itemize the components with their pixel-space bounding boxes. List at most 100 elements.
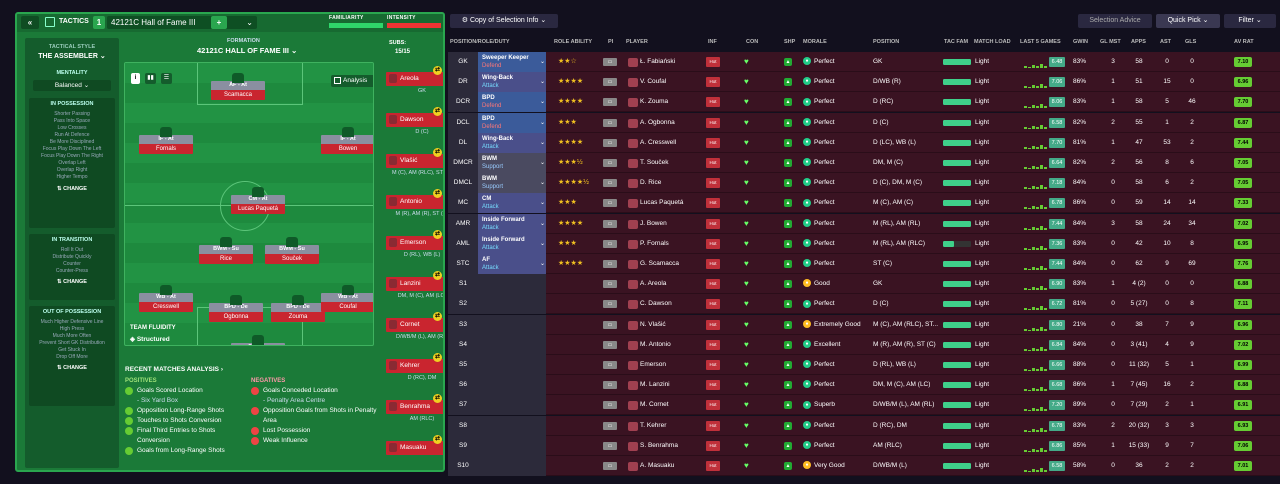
table-row[interactable]: S4 ▭ M. Antonio Hot ♥ ▲ ● Excellent M (R), AM (R… <box>448 334 1280 355</box>
player-name[interactable]: Lucas Paquetá <box>640 199 684 207</box>
player-name[interactable]: S. Benrahma <box>640 441 678 449</box>
player-name[interactable]: K. Zouma <box>640 98 669 106</box>
col-con[interactable]: CON <box>746 39 759 45</box>
stats-icon[interactable]: ▮▮ <box>145 73 156 84</box>
col-shp[interactable]: SHP <box>784 39 796 45</box>
table-row[interactable]: DCR BPD Defend ⌄ ★★★★ ▭ K. Zouma Hot ♥ ▲ ● Perfect D… <box>448 92 1280 113</box>
pi-icon[interactable]: ▭ <box>603 401 617 410</box>
swap-arrow-icon[interactable]: ⇄ <box>433 230 442 239</box>
role-duty[interactable]: CM Attack <box>478 193 546 214</box>
player-card[interactable]: CM - At Lucas Paquetá <box>231 187 285 217</box>
player-name[interactable]: P. Fornals <box>640 239 669 247</box>
position-slot[interactable]: DMCL <box>448 173 478 194</box>
player-name[interactable]: T. Souček <box>640 159 669 166</box>
position-slot[interactable]: DMCR <box>448 153 478 173</box>
table-row[interactable]: S10 ▭ A. Masuaku Hot ♥ ▲ ● Very Good D/WB/M (L) L… <box>448 456 1280 476</box>
role-duty[interactable] <box>478 334 546 355</box>
position-slot[interactable]: DCL <box>448 112 478 133</box>
swap-arrow-icon[interactable]: ⇄ <box>433 312 442 321</box>
table-row[interactable]: S3 ▭ N. Vlašić Hot ♥ ▲ ● Extremely Good M (C), A… <box>448 314 1280 335</box>
swap-arrow-icon[interactable]: ⇄ <box>433 435 442 444</box>
sub-player[interactable]: Emerson⌄ <box>386 236 443 250</box>
sub-player[interactable]: Vlašić⌄ <box>386 154 443 168</box>
col-role-ability[interactable]: ROLE ABILITY <box>554 39 592 45</box>
table-row[interactable]: AML Inside Forward Attack ⌄ ★★★ ▭ P. Fornals Ho… <box>448 233 1280 254</box>
player-name[interactable]: M. Cornet <box>640 401 669 409</box>
position-slot[interactable]: DR <box>448 72 478 93</box>
role-duty[interactable] <box>478 355 546 375</box>
position-slot[interactable]: MC <box>448 193 478 214</box>
table-row[interactable]: DMCR BWM Support ⌄ ★★★½ ▭ T. Souček Hot ♥ ▲ ● Perfe… <box>448 153 1280 173</box>
role-duty[interactable]: Sweeper Keeper Defend <box>478 52 546 72</box>
col-match-load[interactable]: MATCH LOAD <box>974 39 1011 45</box>
pi-icon[interactable]: ▭ <box>603 179 617 188</box>
player-name[interactable]: J. Bowen <box>640 219 667 227</box>
role-duty[interactable] <box>478 456 546 476</box>
col-gwin[interactable]: GWIN <box>1073 39 1088 45</box>
role-duty[interactable]: Inside Forward Attack <box>478 213 546 234</box>
position-slot[interactable]: S5 <box>448 355 478 375</box>
role-duty[interactable]: Wing-Back Attack <box>478 72 546 93</box>
chevron-down-icon[interactable]: ⌄ <box>540 220 546 227</box>
swap-arrow-icon[interactable]: ⇄ <box>433 189 442 198</box>
player-name[interactable]: C. Dawson <box>640 300 672 308</box>
pi-icon[interactable]: ▭ <box>603 219 617 228</box>
chevron-down-icon[interactable]: ⌄ <box>540 59 546 65</box>
role-duty[interactable] <box>478 375 546 396</box>
position-slot[interactable]: DCR <box>448 92 478 113</box>
formation-name[interactable]: 42121C HALL OF FAME III ⌄ <box>197 46 298 55</box>
col-gls[interactable]: GLS <box>1185 39 1197 45</box>
position-slot[interactable]: S7 <box>448 395 478 416</box>
info-icon[interactable]: i <box>131 73 140 84</box>
swap-arrow-icon[interactable]: ⇄ <box>433 66 442 75</box>
table-row[interactable]: S2 ▭ C. Dawson Hot ♥ ▲ ● Perfect D (C) Light 6.72 8… <box>448 294 1280 315</box>
role-duty[interactable]: Inside Forward Attack <box>478 233 546 254</box>
role-duty[interactable]: BWM Support <box>478 173 546 194</box>
pi-icon[interactable]: ▭ <box>603 320 617 329</box>
table-row[interactable]: S5 ▭ Emerson Hot ♥ ▲ ● Perfect D (RL), WB (L) Lig… <box>448 355 1280 375</box>
table-row[interactable]: GK Sweeper Keeper Defend ⌄ ★★☆ ▭ Ł. Fabiański H… <box>448 52 1280 72</box>
table-row[interactable]: STC AF Attack ⌄ ★★★★ ▭ G. Scamacca Hot ♥ ▲ ● Perfec… <box>448 254 1280 274</box>
sub-player[interactable]: Benrahma⌄ <box>386 400 443 414</box>
pi-icon[interactable]: ▭ <box>603 159 617 167</box>
pi-icon[interactable]: ▭ <box>603 340 617 349</box>
col-gl-mst[interactable]: GL MST <box>1100 39 1121 45</box>
sub-player[interactable]: Cornet⌄ <box>386 318 443 332</box>
col-tac-fam[interactable]: TAC FAM <box>944 39 969 45</box>
player-name[interactable]: Ł. Fabiański <box>640 58 676 65</box>
swap-arrow-icon[interactable]: ⇄ <box>433 394 442 403</box>
player-card[interactable]: AF - At Scamacca <box>211 73 265 103</box>
table-row[interactable]: MC CM Attack ⌄ ★★★ ▭ Lucas Paquetá Hot ♥ ▲ ● Perfec… <box>448 193 1280 214</box>
change-out-of-possession-button[interactable]: ⇅ CHANGE <box>57 365 87 371</box>
col-position-role[interactable]: POSITION/ROLE/DUTY <box>450 39 510 45</box>
player-name[interactable]: D. Rice <box>640 179 662 187</box>
pi-icon[interactable]: ▭ <box>603 381 617 390</box>
table-row[interactable]: DL Wing-Back Attack ⌄ ★★★★ ▭ A. Cresswell Hot ♥ ▲… <box>448 132 1280 153</box>
tactic-slot[interactable]: 1 <box>93 16 105 29</box>
pi-icon[interactable]: ▭ <box>603 138 617 147</box>
table-row[interactable]: S7 ▭ M. Cornet Hot ♥ ▲ ● Superb D/WB/M (L), AM (… <box>448 395 1280 416</box>
table-row[interactable]: S1 ▭ A. Areola Hot ♥ ▲ ● Good GK Light 6.90 83% 1 4 (… <box>448 274 1280 295</box>
position-slot[interactable]: S10 <box>448 456 478 476</box>
role-duty[interactable] <box>478 294 546 315</box>
col-morale[interactable]: MORALE <box>803 39 827 45</box>
tactical-style-value[interactable]: THE ASSEMBLER ⌄ <box>38 53 106 60</box>
swap-arrow-icon[interactable]: ⇄ <box>433 271 442 280</box>
chevron-down-icon[interactable]: ⌄ <box>540 139 546 146</box>
sub-player[interactable]: Masuaku⌄ <box>386 441 443 455</box>
quick-pick-button[interactable]: Quick Pick ⌄ <box>1156 14 1220 28</box>
position-slot[interactable]: S6 <box>448 375 478 396</box>
col-ast[interactable]: AST <box>1160 39 1171 45</box>
player-name[interactable]: A. Masuaku <box>640 462 675 469</box>
position-slot[interactable]: S1 <box>448 274 478 295</box>
player-card[interactable]: BWM - Su Rice <box>199 237 253 267</box>
player-card[interactable]: BPD - De Zouma <box>271 295 325 325</box>
mentality-select[interactable]: Balanced ⌄ <box>33 80 111 91</box>
role-duty[interactable] <box>478 415 546 436</box>
role-duty[interactable] <box>478 395 546 416</box>
pi-icon[interactable]: ▭ <box>603 78 617 87</box>
tactic-select[interactable]: 42121C Hall of Fame III ⌄ <box>107 16 257 29</box>
table-row[interactable]: DR Wing-Back Attack ⌄ ★★★★ ▭ V. Coufal Hot ♥ ▲ ● Pe… <box>448 72 1280 93</box>
position-slot[interactable]: S9 <box>448 435 478 456</box>
player-card[interactable]: BWM - Su Souček <box>265 237 319 267</box>
